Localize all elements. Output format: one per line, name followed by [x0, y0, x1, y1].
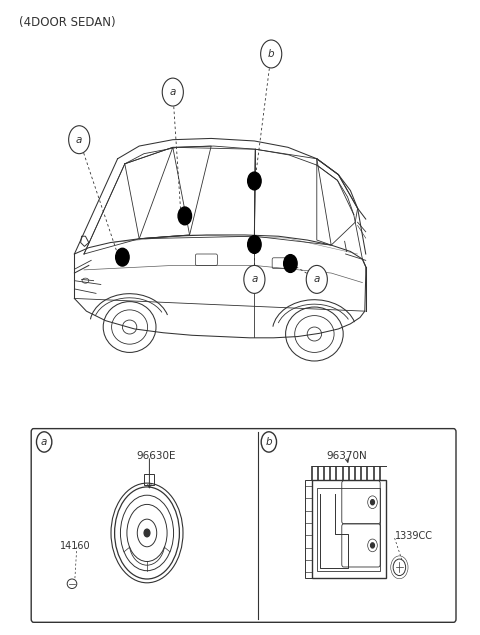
- Bar: [305, 480, 312, 578]
- Circle shape: [306, 265, 327, 293]
- Circle shape: [162, 78, 183, 106]
- Text: a: a: [313, 274, 320, 284]
- Circle shape: [178, 207, 192, 225]
- Circle shape: [116, 248, 129, 266]
- Bar: [317, 488, 380, 571]
- Circle shape: [261, 40, 282, 68]
- Text: a: a: [41, 437, 48, 447]
- Circle shape: [371, 500, 374, 505]
- Circle shape: [371, 543, 374, 548]
- Circle shape: [248, 172, 261, 190]
- Circle shape: [69, 126, 90, 154]
- Text: 96630E: 96630E: [137, 451, 176, 461]
- Circle shape: [36, 432, 52, 452]
- Text: 96370N: 96370N: [326, 451, 367, 461]
- Text: (4DOOR SEDAN): (4DOOR SEDAN): [19, 16, 116, 29]
- Circle shape: [144, 529, 150, 537]
- Circle shape: [284, 255, 297, 272]
- Text: b: b: [268, 49, 275, 59]
- Bar: [312, 480, 386, 578]
- Text: a: a: [76, 135, 83, 145]
- Text: b: b: [265, 437, 272, 447]
- Text: 1339CC: 1339CC: [395, 531, 432, 540]
- Circle shape: [244, 265, 265, 293]
- Text: a: a: [251, 274, 258, 284]
- Circle shape: [261, 432, 276, 452]
- Text: 14160: 14160: [60, 540, 91, 551]
- Circle shape: [248, 236, 261, 253]
- Text: a: a: [169, 87, 176, 97]
